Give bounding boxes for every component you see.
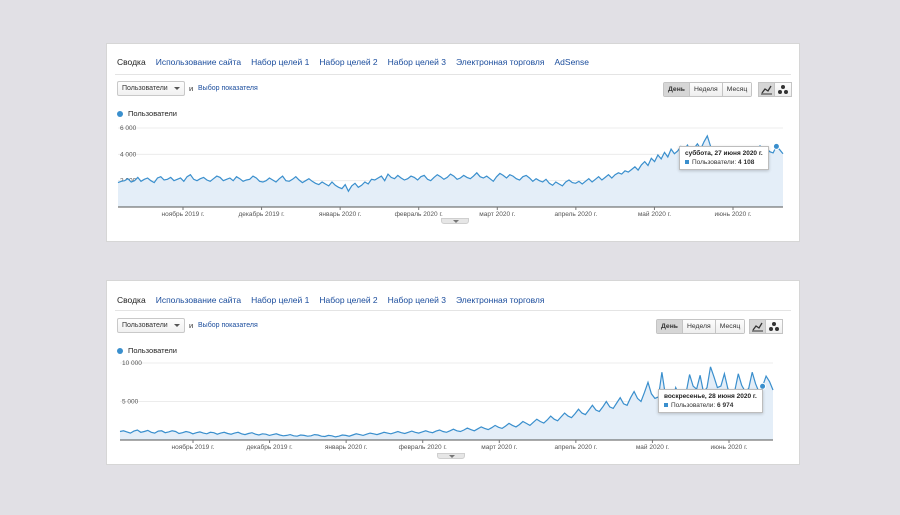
chart-view-toggle xyxy=(758,82,792,97)
analytics-panel-bottom: Сводка Использование сайта Набор целей 1… xyxy=(106,280,800,465)
tooltip-value: 6 974 xyxy=(717,402,734,409)
x-tick-label: июнь 2020 г. xyxy=(715,211,752,218)
motion-chart-view-button[interactable] xyxy=(766,319,783,334)
period-toggle: День Неделя Месяц xyxy=(656,319,746,334)
tab-goal-set-2[interactable]: Набор целей 2 xyxy=(319,57,378,67)
x-tick-label: ноябрь 2019 г. xyxy=(162,210,205,218)
chart-legend: Пользователи xyxy=(117,346,177,355)
y-tick-label: 5 000 xyxy=(122,399,139,406)
choose-metric-link[interactable]: Выбор показателя xyxy=(198,322,258,329)
x-tick-label: март 2020 г. xyxy=(481,444,517,451)
metric-select-value: Пользователи xyxy=(122,322,168,329)
series-square-icon xyxy=(664,403,668,408)
legend-dot-icon xyxy=(117,111,123,118)
metric-select-value: Пользователи xyxy=(122,85,168,92)
chart-collapse-handle[interactable] xyxy=(437,453,465,459)
series-line-users xyxy=(119,366,774,438)
period-day-button[interactable]: День xyxy=(664,83,689,96)
motion-chart-icon xyxy=(778,85,788,94)
tooltip-date: воскресенье, 28 июня 2020 г. xyxy=(664,393,757,400)
tab-adsense[interactable]: AdSense xyxy=(554,57,590,67)
x-tick-label: февраль 2020 г. xyxy=(399,444,447,451)
tooltip-label: Пользователи: xyxy=(692,159,737,166)
motion-chart-view-button[interactable] xyxy=(775,82,792,97)
tab-ecommerce[interactable]: Электронная торговля xyxy=(455,295,545,305)
period-month-button[interactable]: Месяц xyxy=(721,83,752,96)
line-chart-view-button[interactable] xyxy=(758,82,775,97)
period-toggle: День Неделя Месяц xyxy=(663,82,753,97)
users-line-chart[interactable]: 5 000 10 000 ноябрь 2019 г. декабрь 2019 г.… xyxy=(107,281,801,466)
chevron-down-icon xyxy=(174,324,180,327)
x-tick-label: январь 2020 г. xyxy=(319,211,362,218)
x-tick-label: февраль 2020 г. xyxy=(395,211,443,218)
series-area xyxy=(120,366,773,440)
and-label: и xyxy=(189,321,194,330)
report-tabs: Сводка Использование сайта Набор целей 1… xyxy=(117,57,599,67)
motion-chart-icon xyxy=(769,322,779,331)
line-chart-view-button[interactable] xyxy=(749,319,766,334)
tab-goal-set-1[interactable]: Набор целей 1 xyxy=(251,57,310,67)
report-tabs: Сводка Использование сайта Набор целей 1… xyxy=(117,295,555,305)
legend-dot-icon xyxy=(117,348,123,355)
tooltip-value: 4 108 xyxy=(738,159,755,166)
and-label: и xyxy=(189,84,194,93)
choose-metric-link[interactable]: Выбор показателя xyxy=(198,85,258,92)
analytics-panel-top: Сводка Использование сайта Набор целей 1… xyxy=(106,43,800,242)
tab-site-usage[interactable]: Использование сайта xyxy=(155,57,242,67)
y-tick-label: 4 000 xyxy=(120,151,137,158)
x-tick-label: апрель 2020 г. xyxy=(554,211,597,218)
x-tick-label: апрель 2020 г. xyxy=(554,444,597,451)
tab-ecommerce[interactable]: Электронная торговля xyxy=(455,57,545,67)
chart-tooltip: суббота, 27 июня 2020 г. Пользователи: 4… xyxy=(679,146,769,170)
y-tick-label: 10 000 xyxy=(122,360,142,367)
tab-summary[interactable]: Сводка xyxy=(117,295,146,305)
x-tick-label: ноябрь 2019 г. xyxy=(172,443,215,451)
tab-summary[interactable]: Сводка xyxy=(117,57,146,67)
period-day-button[interactable]: День xyxy=(657,320,682,333)
metric-select[interactable]: Пользователи xyxy=(117,318,185,333)
tab-goal-set-1[interactable]: Набор целей 1 xyxy=(251,295,310,305)
period-month-button[interactable]: Месяц xyxy=(714,320,745,333)
chart-collapse-handle[interactable] xyxy=(441,218,469,224)
x-tick-label: декабрь 2019 г. xyxy=(246,443,292,451)
legend-label: Пользователи xyxy=(128,346,177,355)
y-tick-label: 6 000 xyxy=(120,125,137,132)
x-tick-label: май 2020 г. xyxy=(638,210,671,218)
period-week-button[interactable]: Неделя xyxy=(682,320,715,333)
hover-data-point[interactable] xyxy=(772,142,780,150)
series-line-users xyxy=(117,134,784,193)
tooltip-label: Пользователи: xyxy=(671,402,716,409)
x-tick-label: март 2020 г. xyxy=(479,211,515,218)
tabs-divider xyxy=(115,74,791,75)
x-tick-label: май 2020 г. xyxy=(636,443,669,451)
tooltip-date: суббота, 27 июня 2020 г. xyxy=(685,150,763,157)
series-area xyxy=(118,135,783,207)
legend-label: Пользователи xyxy=(128,109,177,118)
series-square-icon xyxy=(685,160,689,165)
line-chart-icon xyxy=(752,322,763,332)
tab-goal-set-3[interactable]: Набор целей 3 xyxy=(387,295,446,305)
line-chart-icon xyxy=(761,85,772,95)
tabs-divider xyxy=(115,310,791,311)
chart-view-toggle xyxy=(749,319,783,334)
chart-tooltip: воскресенье, 28 июня 2020 г. Пользовател… xyxy=(658,389,763,413)
chart-legend: Пользователи xyxy=(117,109,177,118)
period-week-button[interactable]: Неделя xyxy=(689,83,722,96)
metric-select[interactable]: Пользователи xyxy=(117,81,185,96)
x-tick-label: июнь 2020 г. xyxy=(711,444,748,451)
x-tick-label: январь 2020 г. xyxy=(325,444,368,451)
chevron-down-icon xyxy=(174,87,180,90)
tab-goal-set-2[interactable]: Набор целей 2 xyxy=(319,295,378,305)
tab-site-usage[interactable]: Использование сайта xyxy=(155,295,242,305)
x-tick-label: декабрь 2019 г. xyxy=(238,210,284,218)
tab-goal-set-3[interactable]: Набор целей 3 xyxy=(387,57,446,67)
